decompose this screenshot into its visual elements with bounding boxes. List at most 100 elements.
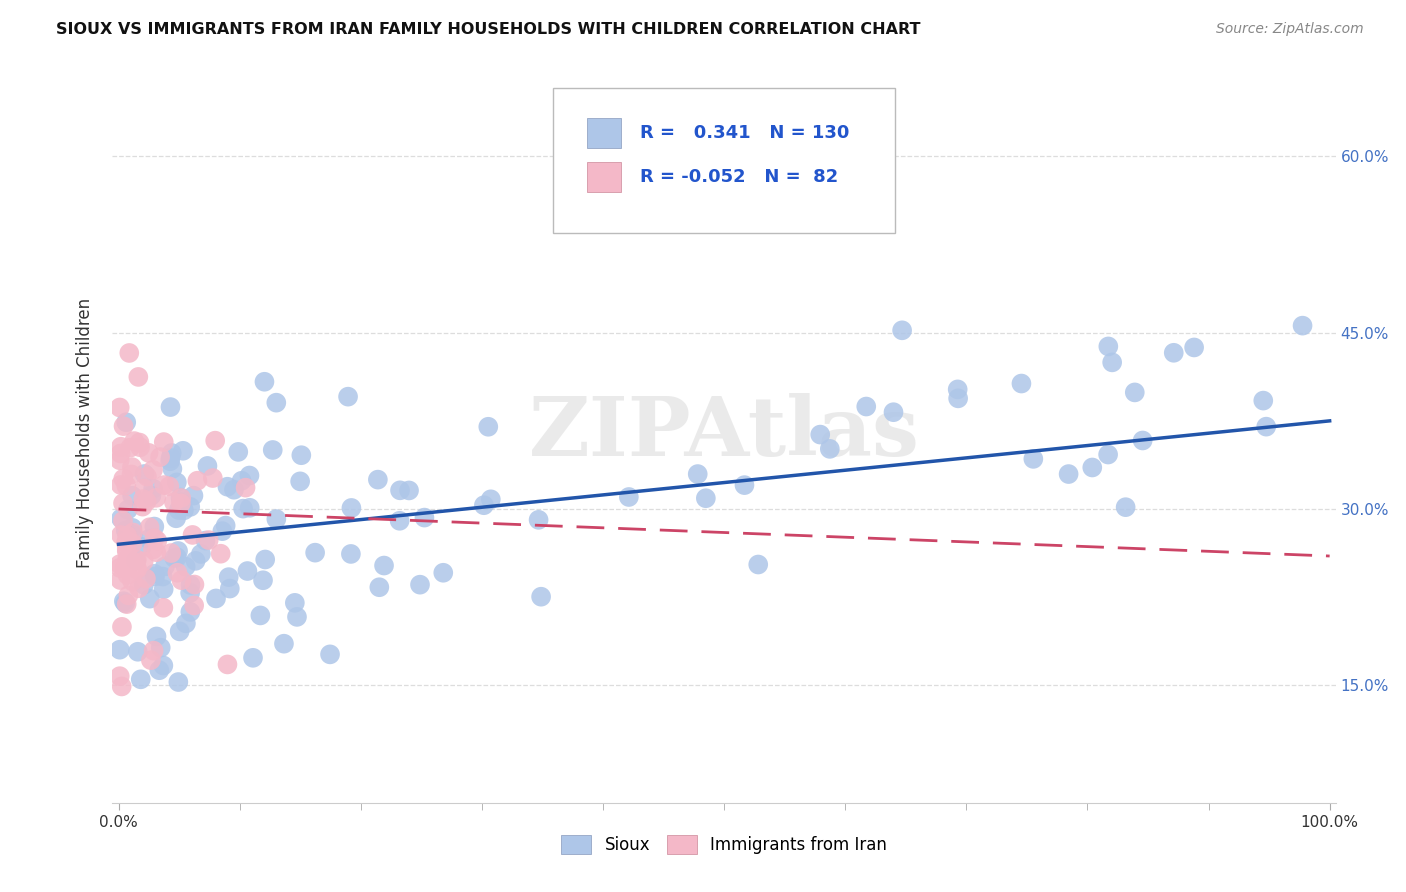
Point [201, 471, 224, 485]
Point [129, 440, 152, 454]
Point [129, 673, 152, 687]
Point [174, 559, 197, 574]
Point [152, 435, 174, 450]
Point [1132, 434, 1154, 448]
Point [226, 445, 249, 459]
FancyBboxPatch shape [588, 162, 621, 192]
Point [167, 503, 190, 517]
Text: ZIPAtlas: ZIPAtlas [529, 392, 920, 473]
Point [288, 475, 311, 489]
Point [110, 528, 132, 542]
Point [143, 531, 166, 545]
Point [145, 545, 167, 559]
Point [180, 578, 202, 592]
Point [162, 462, 184, 476]
Point [855, 400, 877, 414]
Point [131, 540, 153, 554]
Point [183, 489, 205, 503]
Point [190, 547, 212, 561]
Point [218, 570, 240, 584]
Point [110, 446, 132, 460]
Point [204, 434, 226, 448]
Point [120, 441, 142, 455]
Point [115, 415, 138, 429]
Point [222, 483, 245, 497]
Point [249, 608, 271, 623]
Point [695, 491, 717, 506]
Point [340, 500, 363, 515]
Point [337, 390, 360, 404]
Point [181, 528, 204, 542]
Point [733, 478, 755, 492]
Point [1101, 355, 1123, 369]
Legend: Sioux, Immigrants from Iran: Sioux, Immigrants from Iran [554, 829, 894, 861]
Point [115, 535, 138, 549]
Point [238, 468, 260, 483]
Point [527, 513, 550, 527]
Point [117, 588, 139, 602]
Point [110, 573, 132, 587]
Point [135, 494, 157, 508]
Point [110, 478, 132, 492]
Point [368, 580, 391, 594]
Point [1097, 339, 1119, 353]
Point [170, 573, 193, 587]
Point [284, 596, 307, 610]
Point [413, 510, 436, 524]
Point [179, 500, 201, 514]
Point [121, 460, 143, 475]
Point [118, 346, 141, 360]
Point [389, 483, 412, 498]
Point [139, 653, 162, 667]
Point [110, 440, 132, 454]
Point [149, 450, 172, 464]
Point [163, 495, 186, 509]
Point [946, 383, 969, 397]
Point [218, 582, 240, 596]
Point [157, 479, 180, 493]
Point [808, 427, 831, 442]
Point [110, 511, 132, 525]
Point [132, 578, 155, 592]
Point [167, 675, 190, 690]
Point [114, 524, 136, 538]
Point [115, 559, 138, 574]
Point [111, 514, 134, 528]
Point [117, 568, 139, 582]
Point [166, 566, 188, 580]
Text: Source: ZipAtlas.com: Source: ZipAtlas.com [1216, 22, 1364, 37]
Point [112, 594, 135, 608]
Point [304, 546, 326, 560]
Point [142, 643, 165, 657]
Point [340, 547, 363, 561]
Point [125, 553, 148, 567]
Point [159, 400, 181, 414]
Point [479, 492, 502, 507]
Point [112, 496, 135, 510]
Text: R =   0.341   N = 130: R = 0.341 N = 130 [640, 124, 849, 142]
Point [114, 596, 136, 610]
Point [686, 467, 709, 481]
Point [388, 514, 411, 528]
Point [747, 558, 769, 572]
Point [183, 599, 205, 613]
Point [112, 472, 135, 486]
Point [127, 370, 149, 384]
Point [236, 564, 259, 578]
Point [319, 648, 342, 662]
Point [254, 552, 277, 566]
Point [121, 521, 143, 535]
Point [186, 474, 208, 488]
Point [131, 500, 153, 514]
Point [115, 544, 138, 558]
Point [132, 554, 155, 568]
Point [231, 474, 253, 488]
Point [115, 553, 138, 567]
Point [290, 448, 312, 462]
Point [141, 488, 163, 502]
Point [169, 491, 191, 505]
Point [145, 491, 167, 505]
Point [530, 590, 553, 604]
Point [163, 551, 186, 566]
Point [121, 489, 143, 503]
